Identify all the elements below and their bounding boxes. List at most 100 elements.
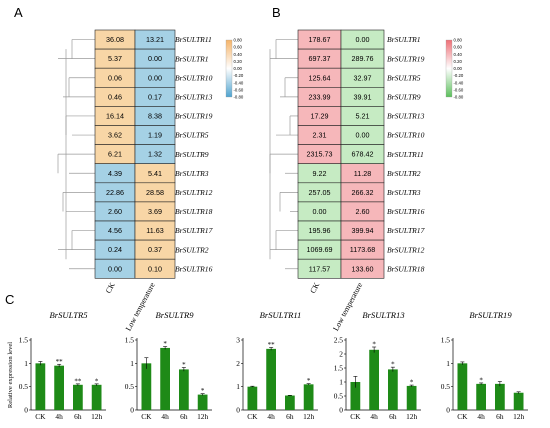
- heatmap-cell-value: 6.21: [108, 150, 122, 159]
- gene-label: BrSULTR1: [387, 35, 421, 44]
- gene-label: BrSULTR1: [175, 54, 209, 63]
- color-legend-tick: -0.40: [234, 80, 244, 85]
- y-tick-label: 1: [130, 359, 134, 368]
- heatmap-cell-value: 0.00: [356, 131, 370, 140]
- gene-label: BrSULTR10: [387, 131, 425, 140]
- x-tick-label: CK: [350, 412, 361, 421]
- heatmap-cell-value: 266.32: [352, 188, 374, 197]
- x-tick-label: 4h: [161, 412, 169, 421]
- x-tick-label: 12h: [197, 412, 208, 421]
- gene-label: BrSULTR3: [175, 169, 209, 178]
- dendrogram-b: [269, 39, 298, 270]
- x-tick-label: 12h: [91, 412, 102, 421]
- x-tick-label: 4h: [477, 412, 485, 421]
- color-legend-tick: 0.20: [234, 59, 243, 64]
- y-tick-label: 0.5: [19, 382, 29, 391]
- gene-label: BrSULTR3: [387, 188, 421, 197]
- color-legend-tick: -0.60: [234, 87, 244, 92]
- heatmap-cell-value: 2.31: [313, 131, 327, 140]
- heatmap-b: 178.67 0.00 BrSULTR1 697.37 289.76 BrSULTR19 1…: [269, 29, 464, 333]
- color-legend-tick: -0.60: [454, 87, 464, 92]
- heatmap-cell-value: 0.00: [148, 73, 162, 82]
- heatmap-cell-value: 16.14: [106, 111, 124, 120]
- heatmap-cell-value: 36.08: [106, 35, 124, 44]
- color-legend-tick: 0.40: [454, 52, 463, 57]
- column-label: CK: [308, 281, 321, 295]
- heatmap-cell-value: 0.46: [108, 92, 122, 101]
- column-label: CK: [104, 281, 117, 295]
- heatmap-cell-value: 0.06: [108, 73, 122, 82]
- y-tick-label: 1: [446, 359, 450, 368]
- x-tick-label: 6h: [389, 412, 397, 421]
- heatmap-cell-value: 4.39: [108, 169, 122, 178]
- heatmap-cell-value: 4.56: [108, 226, 122, 235]
- heatmap-cell-value: 2.60: [108, 207, 122, 216]
- bar: [160, 347, 170, 410]
- significance-mark: **: [268, 341, 276, 349]
- gene-label: BrSULTR19: [175, 112, 213, 121]
- heatmap-cell-value: 0.00: [148, 54, 162, 63]
- heatmap-cell-value: 178.67: [309, 35, 331, 44]
- x-tick-label: CK: [457, 412, 468, 421]
- gene-label: BrSULTR13: [175, 92, 213, 101]
- heatmap-cell-value: 133.60: [352, 264, 374, 273]
- gene-label: BrSULTR12: [175, 188, 213, 197]
- heatmap-cell-value: 17.29: [311, 111, 329, 120]
- bar: [476, 383, 486, 410]
- heatmap-cell-value: 233.99: [309, 92, 331, 101]
- heatmap-cell-value: 11.63: [146, 226, 163, 235]
- y-tick-label: 2.5: [334, 336, 344, 345]
- gene-label: BrSULTR13: [387, 112, 425, 121]
- y-tick-label: 1.5: [334, 364, 344, 373]
- column-label: Low temperature: [124, 281, 157, 333]
- significance-mark: *: [182, 361, 186, 369]
- x-tick-label: 12h: [406, 412, 417, 421]
- bar-chart-brsultr9: BrSULTR9 0 0.5 1 1.5 CK * 4h * 6h * 12h: [125, 310, 212, 421]
- y-tick-label: 2: [339, 350, 343, 359]
- heatmap-cell-value: 0.00: [356, 35, 370, 44]
- chart-title: BrSULTR5: [49, 310, 88, 320]
- gene-label: BrSULTR9: [175, 150, 209, 159]
- bar-chart-brsultr5: BrSULTR5 Relative expression level 0 0.5 1 1.…: [7, 310, 106, 421]
- bar: [457, 363, 468, 410]
- panel-letter-c: C: [5, 292, 14, 307]
- heatmap-cell-value: 5.41: [148, 169, 162, 178]
- x-tick-label: 4h: [55, 412, 63, 421]
- y-axis-label: Relative expression level: [7, 342, 14, 408]
- heatmap-cell-value: 1.19: [148, 131, 162, 140]
- heatmap-cell-value: 5.37: [108, 54, 122, 63]
- y-tick-label: 0: [446, 406, 450, 415]
- heatmap-cell: [340, 258, 385, 279]
- gene-label: BrSULTR5: [387, 73, 421, 82]
- gene-label: BrSULTR16: [387, 207, 425, 216]
- x-tick-label: 4h: [267, 412, 275, 421]
- bar: [406, 385, 417, 410]
- bar: [141, 363, 152, 410]
- bar: [303, 384, 314, 410]
- gene-label: BrSULTR17: [175, 226, 214, 235]
- heatmap-cell-value: 32.97: [354, 73, 372, 82]
- heatmap-cell-value: 0.10: [148, 264, 162, 273]
- y-tick-label: 1.5: [19, 336, 29, 345]
- heatmap-cell-value: 1.32: [148, 150, 162, 159]
- y-tick-label: 1: [24, 359, 28, 368]
- gene-label: BrSULTR16: [175, 264, 213, 273]
- gene-label: BrSULTR18: [387, 264, 425, 273]
- significance-mark: *: [479, 376, 483, 384]
- bar: [197, 394, 208, 410]
- significance-mark: *: [201, 387, 205, 395]
- column-label: Low temperature: [331, 281, 364, 333]
- heatmap-cell-value: 3.62: [108, 131, 122, 140]
- x-tick-label: CK: [141, 412, 152, 421]
- y-tick-label: 0: [339, 406, 343, 415]
- bar: [350, 382, 361, 410]
- gene-label: BrSULTR19: [387, 54, 425, 63]
- color-legend-tick: -0.20: [234, 73, 244, 78]
- y-tick-label: 0: [236, 406, 240, 415]
- dendrogram-a: [57, 39, 95, 270]
- bar-charts: BrSULTR5 Relative expression level 0 0.5 1 1.…: [7, 310, 528, 421]
- gene-label: BrSULTR5: [175, 131, 209, 140]
- chart-title: BrSULTR13: [362, 310, 404, 320]
- chart-title: BrSULTR9: [155, 310, 194, 320]
